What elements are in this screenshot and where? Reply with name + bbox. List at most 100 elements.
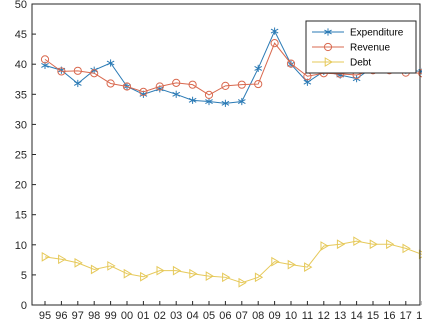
plot-area-frame (31, 3, 421, 306)
x-tick-label: 10 (285, 310, 297, 322)
data-point (222, 272, 231, 283)
y-tick-label: 0 (21, 300, 27, 312)
data-point (271, 256, 280, 267)
data-point (156, 265, 165, 276)
data-point (402, 243, 411, 254)
y-tick-label: 25 (15, 150, 27, 162)
data-point (254, 64, 263, 73)
data-point (254, 272, 264, 283)
data-point-stroke (270, 28, 279, 34)
data-point (90, 69, 99, 78)
data-point (353, 236, 362, 247)
data-point (320, 241, 329, 251)
series-layer (40, 27, 422, 288)
data-point (323, 42, 333, 52)
data-point-stroke (73, 81, 82, 86)
x-tick-label: 95 (39, 310, 51, 322)
data-point-stroke (254, 65, 263, 71)
y-tick-label: 10 (15, 240, 27, 252)
data-point (324, 57, 333, 67)
data-point (336, 239, 346, 250)
y-tick-label: 40 (15, 59, 27, 71)
data-point (205, 271, 214, 281)
data-point (106, 59, 115, 67)
x-tick-label: 06 (219, 310, 231, 322)
x-tick-label: 17 (400, 310, 412, 322)
data-point (107, 260, 116, 271)
data-point (172, 90, 181, 98)
data-point (140, 271, 149, 282)
data-point (172, 265, 182, 276)
y-tick-label: 50 (15, 0, 27, 11)
data-point (238, 277, 247, 288)
x-tick-label: 14 (350, 310, 362, 322)
x-tick-label: 02 (154, 310, 166, 322)
data-point (73, 66, 82, 75)
data-point (41, 251, 50, 262)
x-tick-label: 15 (367, 310, 379, 322)
data-point (57, 67, 66, 76)
data-point (74, 257, 83, 268)
y-tick-label: 45 (15, 29, 27, 41)
data-point-stroke (188, 97, 197, 103)
data-point (324, 28, 332, 36)
x-tick-label: 07 (236, 310, 248, 322)
data-point (122, 82, 132, 91)
y-tick-label: 30 (15, 119, 27, 131)
data-point (418, 69, 422, 78)
data-point (73, 79, 82, 88)
data-point (270, 27, 279, 35)
data-point (123, 268, 132, 279)
x-tick-label: 96 (55, 310, 67, 322)
data-point (155, 82, 164, 91)
x-tick-label: 09 (268, 310, 280, 322)
legend: Expenditure Revenue Debt (305, 20, 417, 74)
legend-entry: Expenditure (312, 28, 404, 39)
data-point-stroke (303, 79, 312, 85)
data-point-stroke (41, 62, 49, 68)
data-point-stroke (90, 67, 99, 73)
data-point (188, 80, 197, 89)
data-point (369, 239, 378, 250)
data-point (221, 99, 230, 107)
data-point (205, 97, 213, 106)
y-tick-label: 15 (15, 210, 27, 222)
data-point (287, 259, 296, 270)
data-point (90, 264, 100, 275)
data-point (106, 79, 115, 88)
data-point (254, 79, 263, 89)
data-point-stroke (205, 99, 213, 104)
data-point (204, 90, 214, 100)
data-point (386, 239, 395, 250)
data-point (270, 39, 279, 48)
data-point (237, 97, 246, 106)
x-tick-label: 16 (383, 310, 395, 322)
data-point-stroke (221, 100, 230, 106)
x-tick-label: 97 (72, 310, 84, 322)
data-point-stroke (324, 29, 332, 35)
series-debt (41, 236, 422, 288)
x-tick-label: 04 (186, 310, 198, 322)
y-tick-label: 5 (21, 270, 27, 282)
data-point (139, 87, 148, 96)
x-tick-label: 18 (416, 310, 422, 322)
data-point-stroke (155, 86, 164, 92)
legend-label: Debt (350, 58, 371, 69)
x-tick-label: 98 (88, 310, 100, 322)
data-point (188, 96, 197, 104)
x-axis-ticks: 95 96 97 98 99 00 01 02 03 04 05 06 07 08 09 10 11 12 13 14… (39, 301, 422, 322)
data-point (90, 66, 99, 74)
x-tick-label: 05 (203, 310, 215, 322)
legend-label: Revenue (350, 43, 390, 54)
data-point (172, 78, 181, 87)
data-point-stroke (237, 99, 246, 104)
x-tick-label: 11 (302, 310, 313, 322)
legend-entry: Debt (312, 57, 371, 69)
x-tick-label: 01 (137, 310, 149, 322)
x-tick-label: 00 (121, 310, 133, 322)
y-tick-label: 20 (15, 180, 27, 192)
x-tick-label: 08 (252, 310, 264, 322)
y-axis-ticks: 0 5 10 15 20 25 30 35 40 45 50 (15, 0, 36, 312)
data-point (237, 80, 246, 89)
